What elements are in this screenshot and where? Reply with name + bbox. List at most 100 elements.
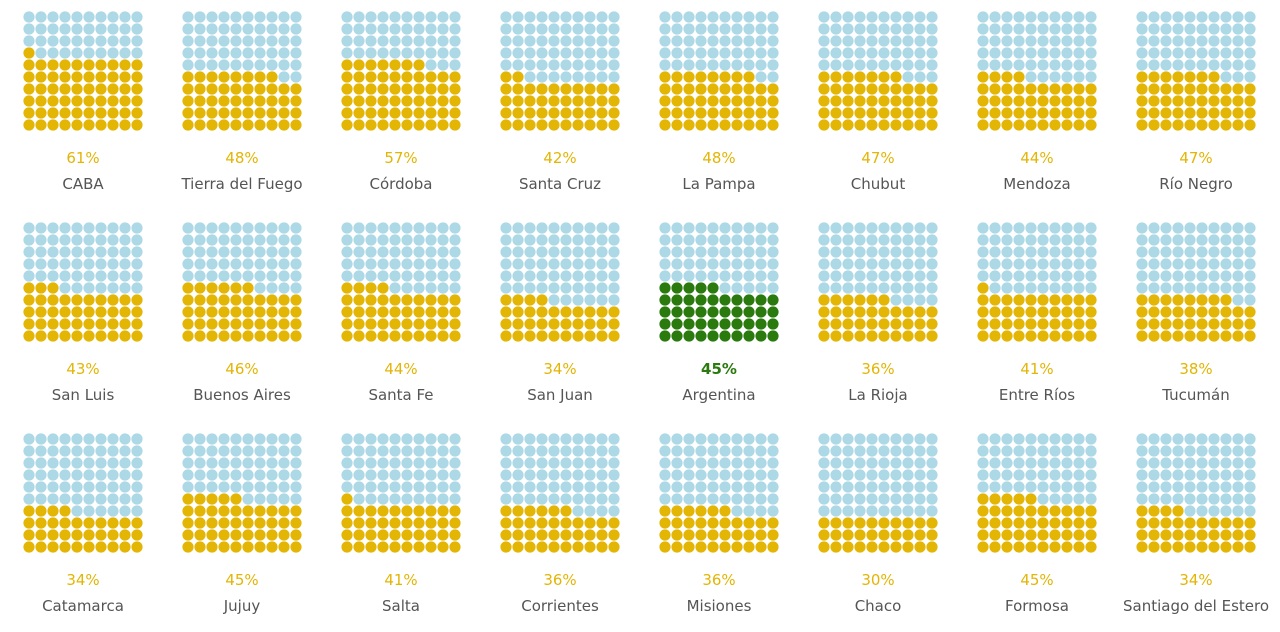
waffle-dot-filled bbox=[266, 517, 278, 529]
waffle-dot-empty bbox=[341, 270, 353, 282]
waffle-dot-filled bbox=[584, 107, 596, 119]
waffle-dot-empty bbox=[119, 234, 131, 246]
waffle-dot-empty bbox=[842, 222, 854, 234]
waffle-dot-filled bbox=[230, 282, 242, 294]
waffle-dot-empty bbox=[1232, 505, 1244, 517]
waffle-dot-empty bbox=[218, 445, 230, 457]
waffle-dot-filled bbox=[218, 517, 230, 529]
waffle-dot-empty bbox=[341, 433, 353, 445]
waffle-dot-filled bbox=[500, 330, 512, 342]
waffle-dot-empty bbox=[755, 35, 767, 47]
waffle-dot-empty bbox=[377, 11, 389, 23]
waffle-dot-empty bbox=[671, 469, 683, 481]
waffle-dot-filled bbox=[683, 119, 695, 131]
waffle-dot-empty bbox=[707, 258, 719, 270]
waffle-dot-empty bbox=[1220, 469, 1232, 481]
waffle-dot-empty bbox=[341, 11, 353, 23]
waffle-dot-filled bbox=[683, 83, 695, 95]
waffle-dot-empty bbox=[59, 493, 71, 505]
waffle-dot-empty bbox=[1160, 246, 1172, 258]
waffle-dot-filled bbox=[47, 59, 59, 71]
waffle-dot-empty bbox=[548, 433, 560, 445]
waffle-dot-empty bbox=[254, 47, 266, 59]
waffle-dot-empty bbox=[266, 445, 278, 457]
waffle-dot-empty bbox=[512, 433, 524, 445]
waffle-dot-filled bbox=[1196, 95, 1208, 107]
waffle-dot-filled bbox=[230, 71, 242, 83]
waffle-dot-empty bbox=[854, 258, 866, 270]
waffle-dot-empty bbox=[194, 469, 206, 481]
waffle-dots bbox=[341, 11, 461, 131]
waffle-dot-empty bbox=[242, 457, 254, 469]
waffle-dot-filled bbox=[1208, 107, 1220, 119]
waffle-dot-empty bbox=[119, 35, 131, 47]
waffle-dot-empty bbox=[659, 493, 671, 505]
waffle-dot-filled bbox=[413, 59, 425, 71]
waffle-dot-filled bbox=[890, 71, 902, 83]
waffle-dot-filled bbox=[1244, 529, 1256, 541]
waffle-dot-filled bbox=[1160, 529, 1172, 541]
waffle-dot-empty bbox=[596, 234, 608, 246]
waffle-dot-empty bbox=[1160, 469, 1172, 481]
waffle-dot-empty bbox=[767, 246, 779, 258]
waffle-dot-empty bbox=[989, 481, 1001, 493]
waffle-dot-empty bbox=[683, 234, 695, 246]
waffle-dot-empty bbox=[659, 11, 671, 23]
waffle-dot-filled bbox=[902, 318, 914, 330]
waffle-dot-filled bbox=[83, 318, 95, 330]
waffle-dot-filled bbox=[1172, 119, 1184, 131]
waffle-dot-filled bbox=[560, 517, 572, 529]
waffle-dot-empty bbox=[449, 493, 461, 505]
waffle-dot-filled bbox=[572, 119, 584, 131]
waffle-dot-empty bbox=[536, 59, 548, 71]
waffle-dot-empty bbox=[596, 35, 608, 47]
waffle-dot-empty bbox=[206, 469, 218, 481]
waffle-dot-empty bbox=[206, 270, 218, 282]
waffle-dot-filled bbox=[830, 330, 842, 342]
waffle-dot-empty bbox=[1049, 71, 1061, 83]
waffle-dot-empty bbox=[1244, 481, 1256, 493]
waffle-dot-empty bbox=[536, 445, 548, 457]
waffle-dot-empty bbox=[377, 234, 389, 246]
waffle-dot-filled bbox=[1073, 330, 1085, 342]
waffle-dot-empty bbox=[242, 433, 254, 445]
waffle-dot-empty bbox=[902, 457, 914, 469]
waffle-dot-empty bbox=[1220, 445, 1232, 457]
waffle-dot-empty bbox=[1025, 234, 1037, 246]
waffle-dot-filled bbox=[278, 119, 290, 131]
waffle-dot-filled bbox=[1061, 107, 1073, 119]
waffle-dot-empty bbox=[35, 11, 47, 23]
waffle-dots bbox=[977, 11, 1097, 131]
waffle-dot-filled bbox=[866, 83, 878, 95]
waffle-panel: 34% Santiago del Estero bbox=[1113, 422, 1273, 632]
waffle-dot-empty bbox=[1160, 457, 1172, 469]
waffle-dot-filled bbox=[878, 529, 890, 541]
waffle-dot-filled bbox=[83, 95, 95, 107]
waffle-dot-empty bbox=[278, 469, 290, 481]
waffle-dot-empty bbox=[182, 23, 194, 35]
waffle-dot-filled bbox=[707, 71, 719, 83]
waffle-dot-empty bbox=[254, 270, 266, 282]
waffle-category-label: Salta bbox=[382, 597, 420, 615]
waffle-dots bbox=[1136, 222, 1256, 342]
waffle-dot-empty bbox=[389, 35, 401, 47]
waffle-dot-empty bbox=[842, 270, 854, 282]
waffle-dot-filled bbox=[818, 83, 830, 95]
waffle-dot-filled bbox=[584, 95, 596, 107]
waffle-dot-filled bbox=[989, 294, 1001, 306]
waffle-dot-empty bbox=[755, 246, 767, 258]
waffle-dot-empty bbox=[977, 445, 989, 457]
waffle-dot-empty bbox=[71, 493, 83, 505]
waffle-dots bbox=[500, 222, 620, 342]
waffle-panel: 34% San Juan bbox=[477, 211, 637, 421]
waffle-dot-filled bbox=[755, 517, 767, 529]
waffle-dot-empty bbox=[449, 445, 461, 457]
waffle-dot-empty bbox=[659, 258, 671, 270]
waffle-dot-empty bbox=[500, 47, 512, 59]
waffle-dot-empty bbox=[131, 23, 143, 35]
waffle-dot-empty bbox=[254, 433, 266, 445]
waffle-dot-empty bbox=[1073, 469, 1085, 481]
waffle-dot-filled bbox=[596, 119, 608, 131]
waffle-dot-filled bbox=[230, 517, 242, 529]
waffle-dot-empty bbox=[695, 457, 707, 469]
